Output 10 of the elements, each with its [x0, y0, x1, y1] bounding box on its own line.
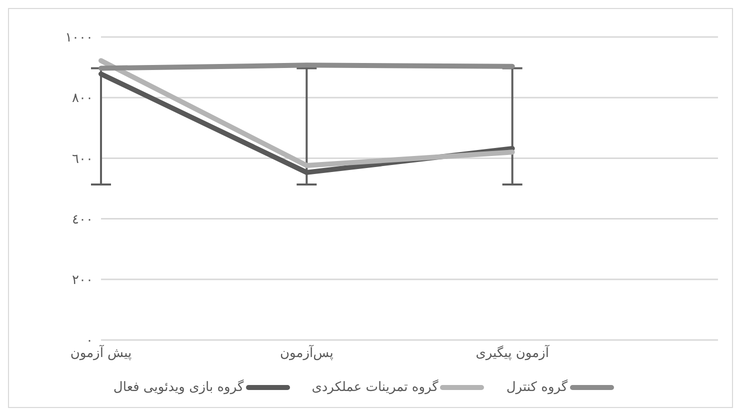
y-tick-label: ٢٠٠ — [72, 273, 93, 288]
x-tick-label: آزمون پیگیری — [476, 344, 550, 362]
y-tick-label: ٤٠٠ — [72, 212, 93, 228]
y-tick-label: ١٠٠٠ — [65, 30, 93, 46]
x-tick-label: پس‌آزمون — [280, 344, 334, 362]
legend-label: گروه تمرینات عملکردی — [312, 380, 438, 395]
legend-label: گروه کنترل — [506, 380, 568, 395]
y-tick-label: ٨٠٠ — [72, 91, 93, 106]
legend-label: گروه بازی ویدئویی فعال — [113, 380, 244, 395]
y-tick-label: ٦٠٠ — [72, 152, 93, 167]
